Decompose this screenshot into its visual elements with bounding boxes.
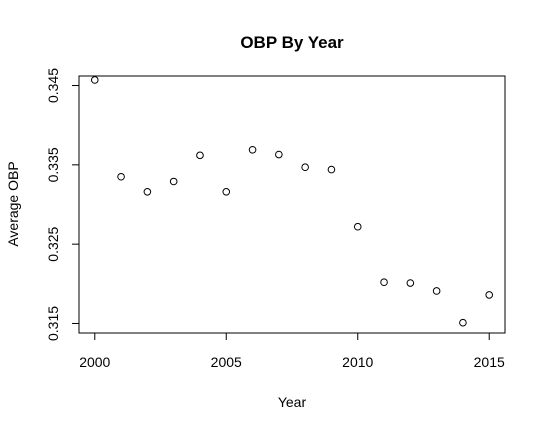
data-point [432, 287, 441, 295]
data-point [196, 151, 204, 160]
x-tick-label: 2015 [474, 354, 505, 370]
data-point [485, 291, 494, 299]
data-point [275, 150, 283, 159]
x-axis: 2000 2005 2010 2015 [79, 332, 505, 370]
y-tick-label: 0.335 [45, 147, 61, 182]
x-axis-title: Year [278, 394, 307, 410]
y-tick-label: 0.325 [45, 226, 61, 261]
data-point [327, 165, 336, 174]
data-point [459, 318, 467, 327]
data-point [143, 188, 152, 196]
y-tick-label: 0.345 [45, 68, 61, 103]
data-point [117, 172, 125, 181]
x-tick-label: 2005 [211, 354, 242, 370]
data-point [248, 145, 257, 154]
data-point [222, 188, 231, 196]
y-tick-label: 0.315 [45, 306, 61, 341]
y-axis-title: Average OBP [5, 161, 21, 246]
data-point [301, 163, 309, 172]
data-point [380, 278, 388, 287]
data-point [90, 76, 99, 84]
data-point [353, 222, 362, 231]
x-tick-label: 2000 [79, 354, 110, 370]
data-points [90, 76, 494, 327]
data-point [406, 279, 415, 287]
data-point [169, 177, 178, 186]
plot-frame [78, 75, 506, 334]
chart-title: OBP By Year [240, 33, 344, 52]
y-axis: 0.315 0.325 0.335 0.345 [45, 68, 80, 341]
x-tick-label: 2010 [342, 354, 373, 370]
